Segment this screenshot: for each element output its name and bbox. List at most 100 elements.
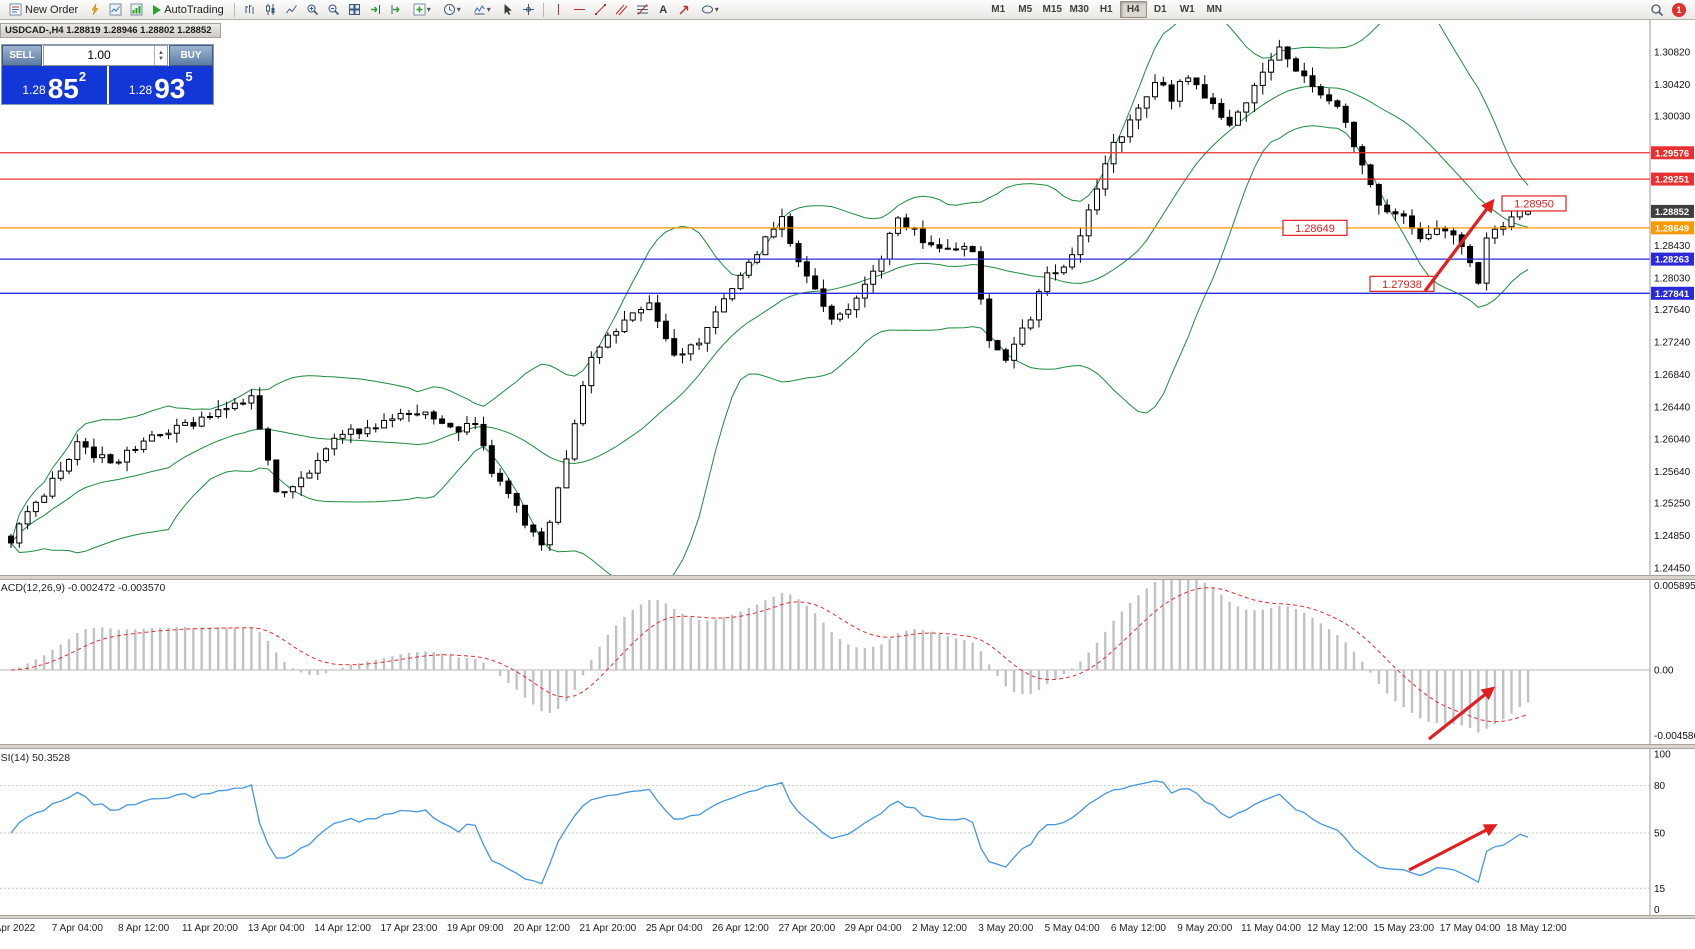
sell-button[interactable]: SELL — [2, 45, 42, 66]
volume-down-icon[interactable]: ▼ — [158, 55, 164, 62]
time-axis-label: 7 Apr 04:00 — [52, 923, 104, 934]
axis-label: 1.25250 — [1654, 499, 1691, 510]
time-axis-label: 13 Apr 04:00 — [248, 923, 305, 934]
autotrading-button[interactable]: AutoTrading — [147, 1, 230, 18]
price-badge — [1651, 252, 1694, 266]
axis-label: 1.26840 — [1654, 370, 1691, 381]
candlestick-chart-icon[interactable] — [260, 1, 281, 18]
svg-text:1.28852: 1.28852 — [1655, 207, 1689, 218]
price-badge — [1651, 204, 1694, 218]
pane-separator[interactable] — [0, 575, 1695, 580]
quote-prices: 1.28 85 2 1.28 93 5 — [2, 66, 213, 104]
axis-label: 1.30820 — [1654, 48, 1691, 59]
axis-label: -0.004586 — [1654, 731, 1695, 742]
new-order-icon — [9, 3, 22, 16]
metaeditor-icon[interactable] — [84, 1, 105, 18]
new-chart-dropdown[interactable]: ▾ — [407, 1, 437, 18]
time-axis-label: 5 Apr 2022 — [0, 923, 36, 934]
chart-title-bar[interactable]: USDCAD-,H4 1.28819 1.28946 1.28802 1.288… — [0, 23, 221, 38]
main-chart-pane — [0, 24, 1650, 575]
time-axis-label: 14 Apr 12:00 — [314, 923, 371, 934]
volume-up-icon[interactable]: ▲ — [158, 49, 164, 56]
buy-price-big: 93 — [154, 73, 186, 105]
auto-scroll-icon[interactable] — [365, 1, 386, 18]
periodicity-dropdown[interactable]: ▾ — [437, 1, 467, 18]
pane-separator[interactable] — [0, 915, 1695, 919]
zoom-in-icon[interactable] — [302, 1, 323, 18]
fibonacci-icon[interactable] — [632, 1, 653, 18]
volume-stepper[interactable]: ▲ ▼ — [154, 46, 167, 65]
sell-price[interactable]: 1.28 85 2 — [2, 66, 107, 104]
timeframe-button-m5[interactable]: M5 — [1018, 4, 1033, 15]
indicators-dropdown[interactable]: ▾ — [467, 1, 497, 18]
buy-button[interactable]: BUY — [169, 45, 213, 66]
price-chart-svg: 1.30820 1.30420 1.30030 1.28430 1.28030 1.276… — [0, 20, 1695, 934]
macd-trend-arrow[interactable] — [1428, 686, 1496, 741]
arrow-label-icon[interactable] — [674, 1, 695, 18]
time-axis-label: 27 Apr 20:00 — [778, 923, 835, 934]
axis-label: 1.25640 — [1654, 467, 1691, 478]
main-trend-arrow[interactable] — [1423, 198, 1495, 292]
timeframe-button-d1[interactable]: D1 — [1153, 4, 1167, 15]
axis-label: 1.24850 — [1654, 531, 1691, 542]
pane-separator[interactable] — [0, 744, 1695, 749]
timeframe-button-m30[interactable]: M30 — [1069, 4, 1089, 15]
timeframe-button-h4[interactable]: H4 — [1119, 1, 1147, 18]
axis-label: 1.26440 — [1654, 402, 1691, 413]
zoom-out-icon[interactable] — [323, 1, 344, 18]
volume-value[interactable]: 1.00 — [87, 48, 111, 62]
chevron-down-icon: ▾ — [426, 5, 431, 14]
new-order-button[interactable]: New Order — [3, 1, 84, 18]
line-chart-icon[interactable] — [281, 1, 302, 18]
svg-text:1.28950: 1.28950 — [1514, 198, 1554, 210]
axis-label: 1.26040 — [1654, 435, 1691, 446]
axis-label: 0 — [1654, 905, 1660, 916]
horizontal-line-icon[interactable] — [569, 1, 590, 18]
price-callout[interactable]: 1.28649 — [1282, 219, 1348, 236]
svg-text:1.28263: 1.28263 — [1655, 255, 1689, 266]
timeframe-button-mn[interactable]: MN — [1206, 4, 1222, 15]
trendline-icon[interactable] — [590, 1, 611, 18]
axis-label: 0.00 — [1654, 666, 1674, 677]
data-window-icon[interactable] — [105, 1, 126, 18]
svg-text:1.29576: 1.29576 — [1655, 148, 1689, 159]
price-callout[interactable]: 1.27938 — [1369, 275, 1435, 292]
axis-label: 50 — [1654, 829, 1666, 840]
search-icon[interactable] — [1646, 1, 1667, 18]
cursor-icon[interactable] — [497, 1, 518, 18]
vertical-line-icon[interactable] — [548, 1, 569, 18]
buy-price[interactable]: 1.28 93 5 — [109, 66, 214, 104]
chart-area[interactable]: 1.30820 1.30420 1.30030 1.28430 1.28030 1.276… — [0, 20, 1695, 949]
svg-text:1.27841: 1.27841 — [1655, 289, 1690, 300]
price-badge — [1651, 146, 1694, 160]
rsi-trend-arrow[interactable] — [1408, 824, 1498, 872]
chart-shift-icon[interactable] — [386, 1, 407, 18]
price-badge — [1651, 286, 1694, 300]
timeframe-button-h1[interactable]: H1 — [1099, 4, 1113, 15]
equidistant-channel-icon[interactable] — [611, 1, 632, 18]
axis-label: 1.27240 — [1654, 337, 1691, 348]
timeframe-button-m15[interactable]: M15 — [1042, 4, 1062, 15]
time-axis-label: 3 May 20:00 — [978, 923, 1033, 934]
notifications-badge[interactable]: 1 — [1672, 2, 1686, 17]
timeframe-toolbar: M1 M5 M15 M30 H1 H4 D1 W1 MN — [985, 1, 1228, 18]
timeframe-button-w1[interactable]: W1 — [1179, 4, 1195, 15]
bar-chart-icon[interactable] — [239, 1, 260, 18]
axis-label: 0.005895 — [1654, 581, 1695, 592]
price-badge — [1651, 172, 1694, 186]
timeframe-button-m1[interactable]: M1 — [991, 4, 1006, 15]
time-axis-label: 5 May 04:00 — [1045, 923, 1100, 934]
terminal-icon[interactable] — [126, 1, 147, 18]
buy-price-prefix: 1.28 — [128, 83, 153, 97]
crosshair-icon[interactable] — [518, 1, 539, 18]
time-axis-label: 12 May 12:00 — [1307, 923, 1368, 934]
volume-field[interactable]: 1.00 ▲ ▼ — [43, 45, 168, 66]
shapes-dropdown[interactable]: ▾ — [695, 1, 725, 18]
price-callout[interactable]: 1.28950 — [1501, 195, 1567, 212]
rsi-pane — [0, 780, 1650, 889]
tile-windows-icon[interactable] — [344, 1, 365, 18]
axis-label: 1.27640 — [1654, 305, 1691, 316]
price-divider — [106, 66, 109, 104]
new-order-label: New Order — [25, 3, 79, 16]
text-icon[interactable]: A — [659, 3, 668, 16]
